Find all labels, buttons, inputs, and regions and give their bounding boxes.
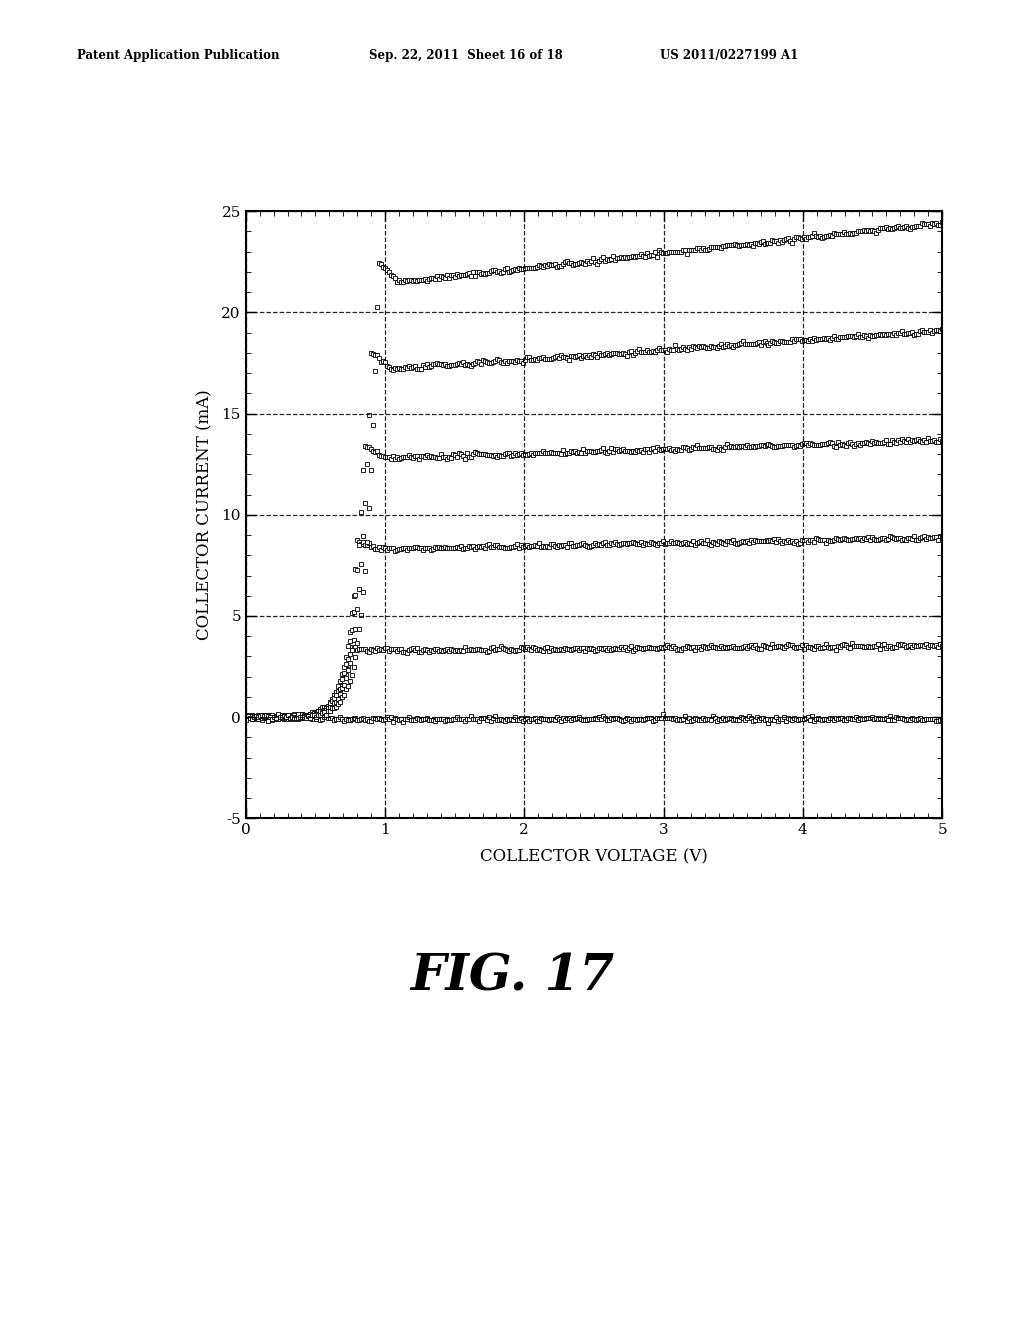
Text: Patent Application Publication: Patent Application Publication <box>77 49 280 62</box>
Text: FIG. 17: FIG. 17 <box>410 952 614 1002</box>
Text: US 2011/0227199 A1: US 2011/0227199 A1 <box>660 49 799 62</box>
Text: Sep. 22, 2011  Sheet 16 of 18: Sep. 22, 2011 Sheet 16 of 18 <box>369 49 562 62</box>
Y-axis label: COLLECTOR CURRENT (mA): COLLECTOR CURRENT (mA) <box>196 389 213 640</box>
X-axis label: COLLECTOR VOLTAGE (V): COLLECTOR VOLTAGE (V) <box>480 849 708 866</box>
